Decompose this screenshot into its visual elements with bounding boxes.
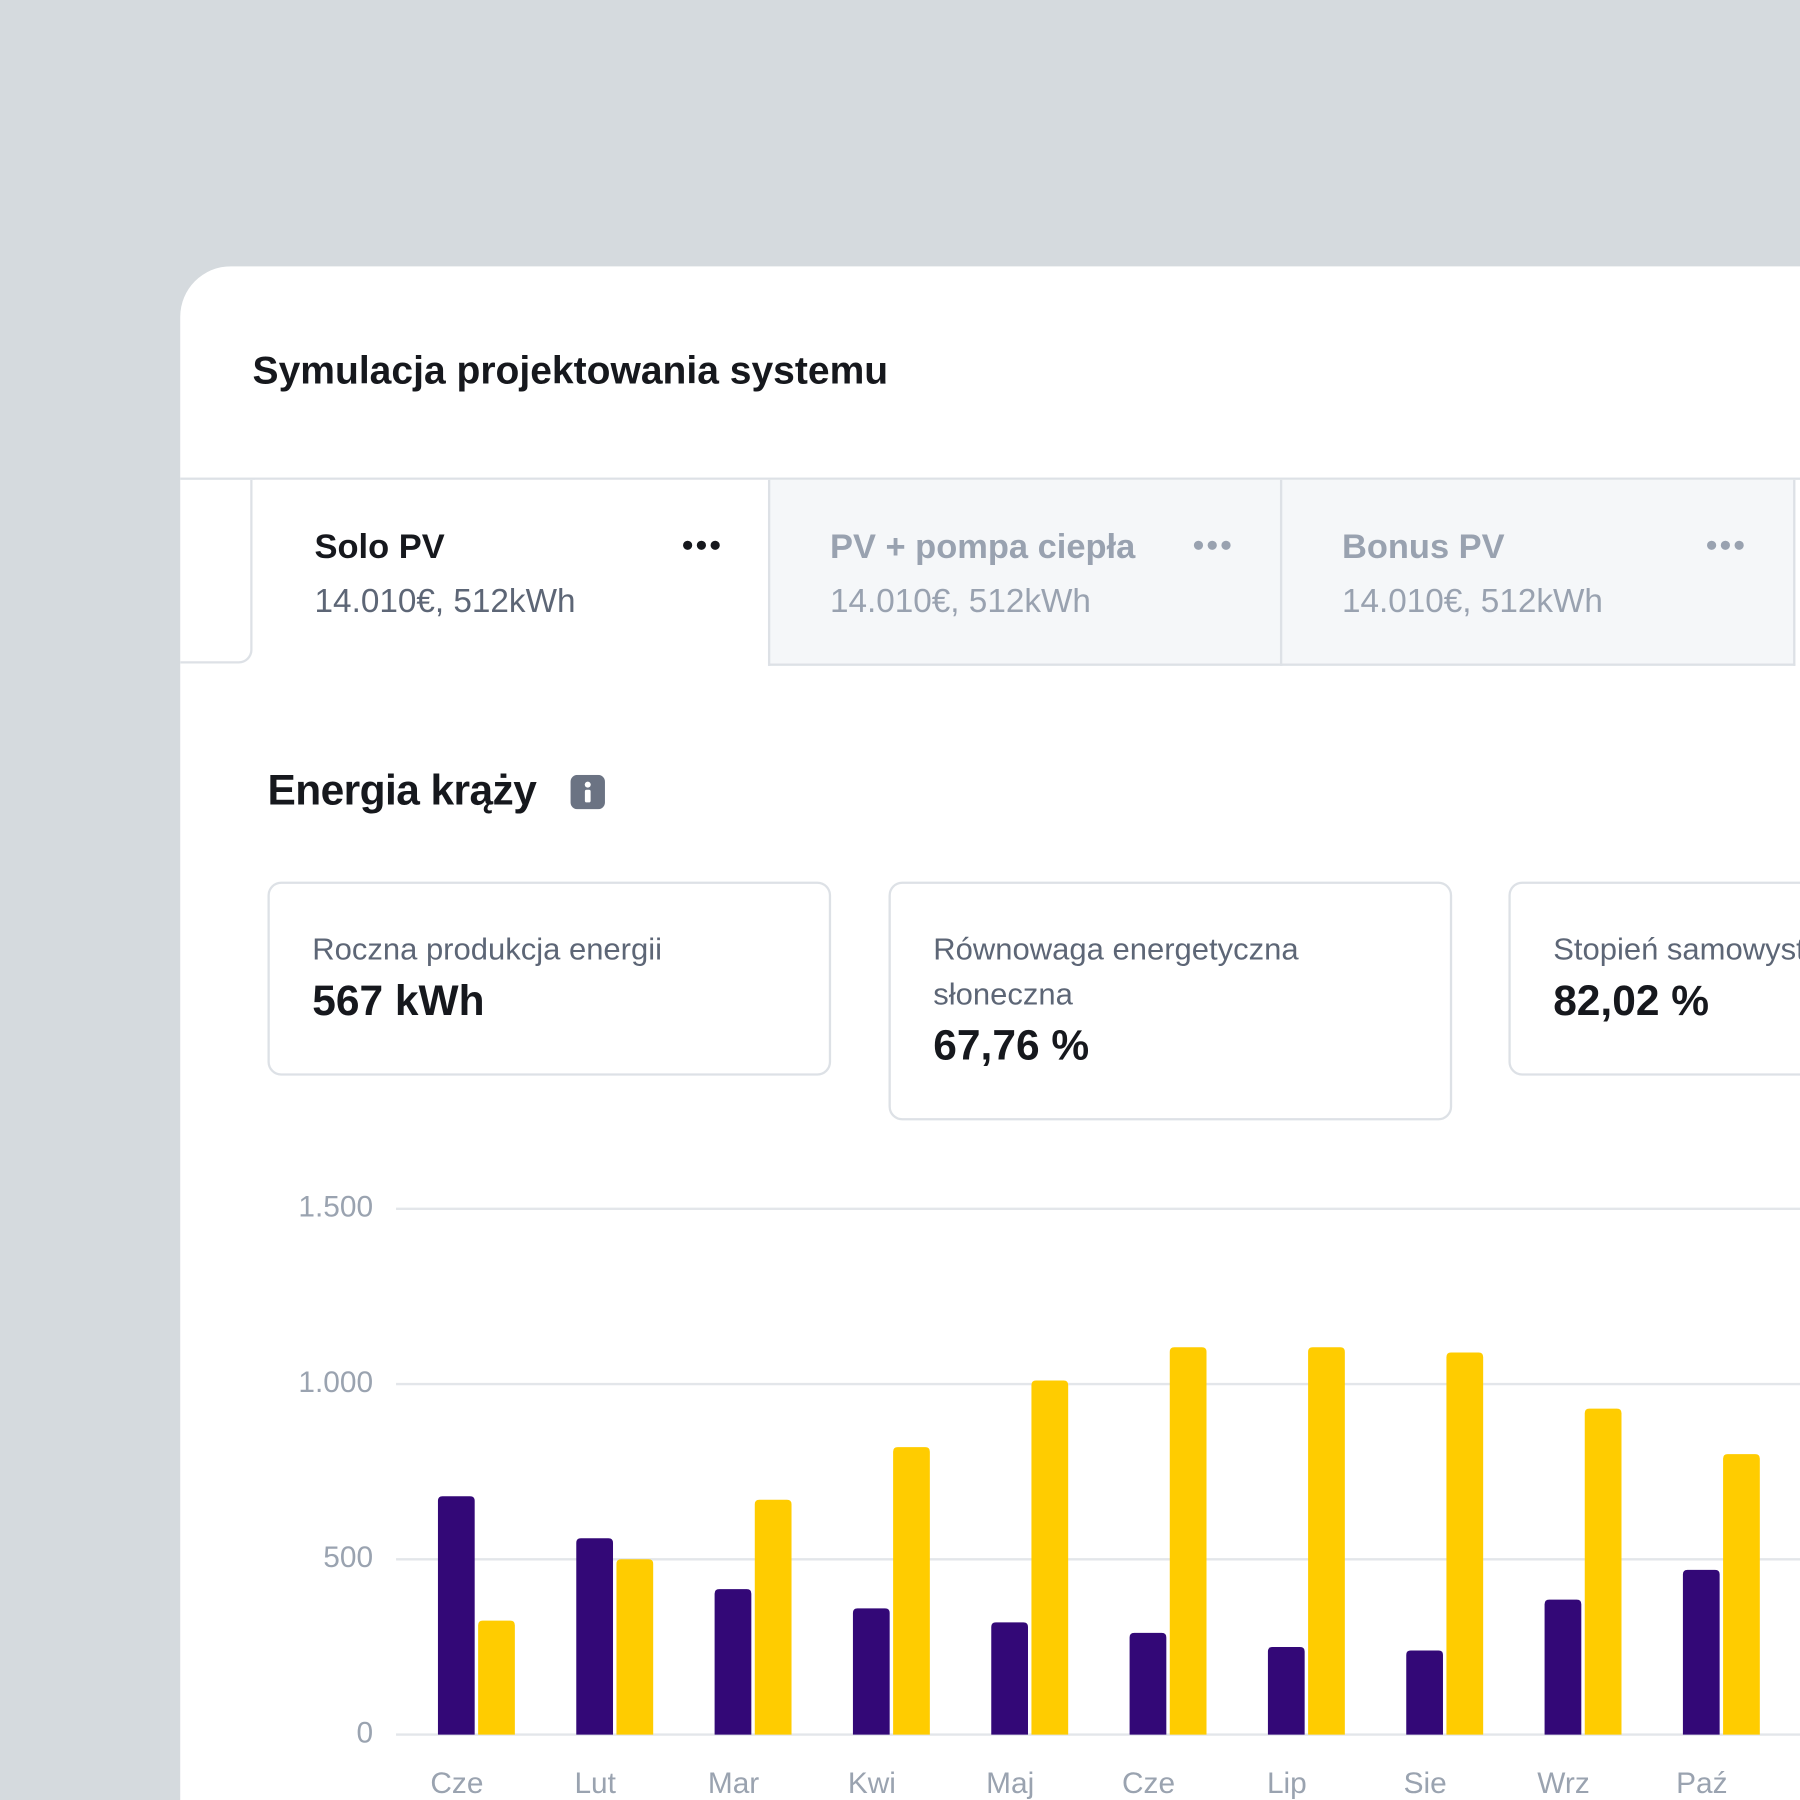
bar	[1031, 1380, 1069, 1735]
info-icon[interactable]	[570, 774, 605, 810]
page-title: Symulacja projektowania systemu	[252, 348, 889, 393]
bar	[1267, 1646, 1305, 1735]
bar	[1308, 1347, 1345, 1735]
bar	[1169, 1347, 1207, 1735]
stat-label: Roczna produkcja energii	[312, 932, 663, 967]
tab-subtitle: 14.010€, 512kWh	[1341, 583, 1603, 620]
more-icon[interactable]	[1193, 540, 1232, 551]
tab-title: Solo PV	[314, 528, 445, 566]
y-tick-label: 500	[323, 1541, 373, 1574]
bar	[1723, 1454, 1760, 1735]
x-tick-label: Mar	[708, 1767, 759, 1800]
tab-subtitle: 14.010€, 512kWh	[829, 583, 1091, 620]
x-tick-label: Kwi	[848, 1767, 896, 1800]
tab-stub	[180, 479, 253, 664]
stat-label: Stopień samowystarczalności	[1553, 932, 1800, 967]
bar	[1129, 1632, 1167, 1735]
x-tick-label: Wrz	[1537, 1767, 1589, 1800]
x-tick-label: Paź	[1676, 1767, 1727, 1800]
stat-card: Stopień samowystarczalności 82,02 %	[1508, 881, 1800, 1076]
bar	[714, 1589, 752, 1735]
y-tick-label: 1.000	[298, 1366, 373, 1399]
x-tick-label: Maj	[986, 1767, 1034, 1800]
x-tick-label: Cze	[1122, 1767, 1175, 1800]
y-tick-label: 0	[356, 1716, 373, 1749]
bar	[1544, 1599, 1582, 1735]
bar	[616, 1559, 654, 1735]
tab-bar: Solo PV 14.010€, 512kWh PV + pompa ciepł…	[180, 477, 1800, 666]
y-tick-label: 1.500	[298, 1191, 373, 1224]
stat-card: Równowaga energetyczna słoneczna 67,76 %	[888, 881, 1453, 1121]
more-icon[interactable]	[682, 540, 721, 551]
x-tick-label: Sie	[1404, 1767, 1447, 1800]
bar	[1406, 1650, 1443, 1735]
bar	[437, 1496, 475, 1735]
tab-title: Bonus PV	[1341, 528, 1505, 566]
tab-title: PV + pompa ciepła	[829, 528, 1136, 566]
section-title: Energia krąży	[267, 766, 537, 814]
x-tick-label: Lip	[1267, 1767, 1307, 1800]
bar	[852, 1608, 890, 1735]
tab[interactable]: PV + pompa ciepła 14.010€, 512kWh	[767, 479, 1283, 666]
stat-label: Równowaga energetyczna słoneczna	[933, 932, 1299, 1012]
bar	[576, 1538, 614, 1735]
bar	[1584, 1408, 1622, 1735]
x-tick-label: Lut	[574, 1767, 616, 1800]
stat-card: Roczna produkcja energii 567 kWh	[267, 881, 832, 1076]
tab[interactable]: Bonus PV 14.010€, 512kWh	[1279, 479, 1796, 666]
bar	[893, 1447, 930, 1735]
bar	[754, 1499, 792, 1735]
x-tick-label: Cze	[430, 1767, 483, 1800]
bar	[991, 1622, 1028, 1735]
stat-value: 567 kWh	[312, 976, 485, 1024]
tab-subtitle: 14.010€, 512kWh	[314, 583, 576, 620]
stat-value: 82,02 %	[1553, 976, 1710, 1024]
bar	[1446, 1352, 1484, 1735]
stat-value: 67,76 %	[933, 1021, 1090, 1069]
bar	[1682, 1569, 1720, 1735]
bar	[478, 1620, 515, 1735]
tab[interactable]: Solo PV 14.010€, 512kWh	[254, 479, 770, 666]
more-icon[interactable]	[1706, 540, 1745, 551]
